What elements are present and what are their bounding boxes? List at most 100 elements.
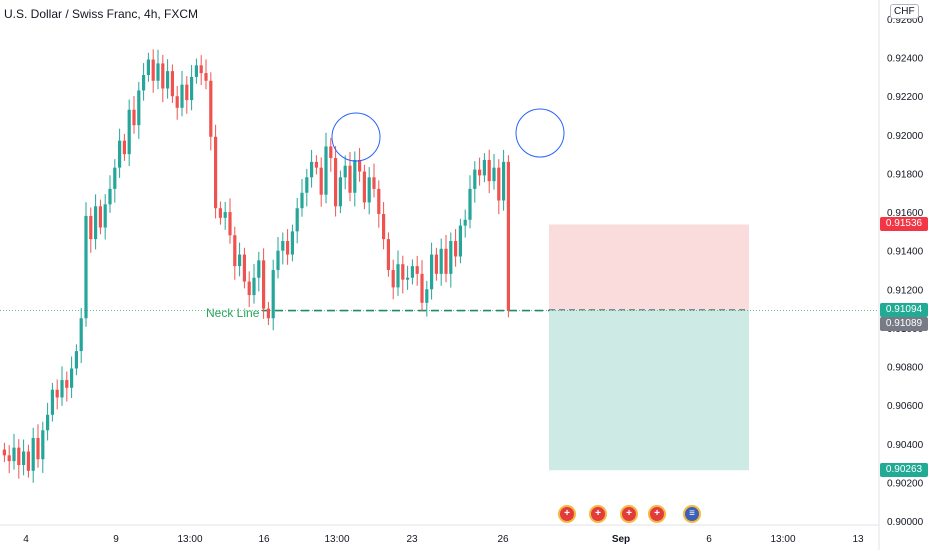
- candle-body: [377, 188, 381, 215]
- y-tick-label: 0.92400: [887, 54, 924, 65]
- candle-body: [487, 159, 491, 182]
- candle-body: [127, 109, 131, 155]
- candle-body: [276, 250, 280, 270]
- y-tick-label: 0.90200: [887, 478, 924, 489]
- candle-body: [362, 171, 366, 203]
- candle-body: [314, 161, 318, 168]
- candle-body: [118, 140, 122, 168]
- candle-body: [444, 248, 448, 274]
- y-tick-label: 0.90000: [887, 517, 924, 528]
- y-tick-label: 0.91200: [887, 285, 924, 296]
- candle-body: [103, 204, 107, 228]
- peak-circle: [331, 112, 381, 162]
- x-tick-label: 13:00: [177, 534, 202, 545]
- y-tick-label: 0.92200: [887, 92, 924, 103]
- y-tick-label: 0.90600: [887, 401, 924, 412]
- candle-body: [310, 161, 314, 178]
- x-tick-label: 13:00: [770, 534, 795, 545]
- candle-body: [142, 74, 146, 91]
- price-tag: 0.90263: [880, 463, 928, 478]
- candle-body: [358, 159, 362, 172]
- x-tick-label: 6: [706, 534, 712, 545]
- x-tick-label: 4: [23, 534, 29, 545]
- candle-body: [12, 447, 16, 462]
- candle-body: [113, 167, 117, 189]
- candle-body: [430, 254, 434, 290]
- swiss-flag-icon[interactable]: +: [589, 505, 607, 523]
- x-tick-label: 13:00: [324, 534, 349, 545]
- candle-body: [185, 84, 189, 101]
- candle-body: [262, 260, 266, 309]
- x-tick-label: 16: [258, 534, 270, 545]
- candle-body: [50, 389, 54, 415]
- candle-body: [41, 430, 45, 460]
- swiss-flag-icon[interactable]: +: [620, 505, 638, 523]
- price-tag: 0.91094: [880, 302, 928, 317]
- candle-body: [382, 214, 386, 240]
- y-tick-label: 0.92000: [887, 131, 924, 142]
- candle-body: [478, 169, 482, 176]
- candle-body: [271, 270, 275, 319]
- currency-badge[interactable]: CHF: [890, 4, 919, 19]
- y-tick-label: 0.90400: [887, 440, 924, 451]
- candle-body: [146, 59, 150, 75]
- candle-body: [218, 208, 222, 218]
- candle-body: [2, 449, 6, 456]
- candle-body: [386, 239, 390, 270]
- candle-body: [223, 212, 227, 218]
- candle-body: [122, 140, 126, 155]
- candle-body: [247, 281, 251, 296]
- candle-body: [156, 63, 160, 81]
- candle-body: [17, 447, 21, 466]
- price-tag: 0.91536: [880, 217, 928, 232]
- candle-body: [329, 146, 333, 159]
- chart-title: U.S. Dollar / Swiss Franc, 4h, FXCM: [4, 7, 199, 21]
- y-tick-label: 0.91400: [887, 247, 924, 258]
- candle-body: [454, 241, 458, 257]
- candle-body: [46, 414, 50, 431]
- candle-body: [343, 165, 347, 178]
- candle-body: [151, 59, 155, 81]
- swiss-flag-icon[interactable]: +: [648, 505, 666, 523]
- candle-body: [396, 264, 400, 288]
- candle-body: [161, 63, 165, 89]
- candle-body: [449, 241, 453, 274]
- neck-line-label: Neck Line: [206, 306, 260, 320]
- candle-body: [473, 169, 477, 189]
- peak-circle: [515, 108, 565, 158]
- x-tick-label: 13: [852, 534, 864, 545]
- candle-body: [420, 273, 424, 303]
- candle-body: [22, 451, 26, 466]
- candle-body: [290, 231, 294, 255]
- candle-body: [108, 188, 112, 205]
- us-flag-icon[interactable]: ≡: [683, 505, 701, 523]
- candle-body: [372, 177, 376, 189]
- candle-body: [199, 65, 203, 74]
- candle-body: [338, 177, 342, 207]
- candle-body: [353, 159, 357, 193]
- candle-body: [439, 248, 443, 274]
- candle-body: [286, 241, 290, 255]
- candle-body: [194, 65, 198, 77]
- candle-body: [415, 266, 419, 274]
- candle-body: [367, 177, 371, 203]
- stop-loss-zone: [549, 224, 749, 310]
- y-tick-label: 0.91800: [887, 169, 924, 180]
- candle-body: [506, 161, 510, 311]
- candle-body: [26, 451, 30, 471]
- y-tick-label: 0.92600: [887, 15, 924, 26]
- x-tick-label: 9: [113, 534, 119, 545]
- candle-body: [252, 277, 256, 296]
- candle-body: [257, 260, 261, 278]
- candle-body: [60, 380, 64, 398]
- candle-body: [190, 76, 194, 101]
- candle-body: [31, 437, 35, 471]
- price-tag: 0.91089: [880, 316, 928, 331]
- y-tick-label: 0.91600: [887, 208, 924, 219]
- swiss-flag-icon[interactable]: +: [558, 505, 576, 523]
- candle-body: [55, 389, 59, 398]
- candle-body: [468, 188, 472, 220]
- candle-body: [324, 146, 328, 195]
